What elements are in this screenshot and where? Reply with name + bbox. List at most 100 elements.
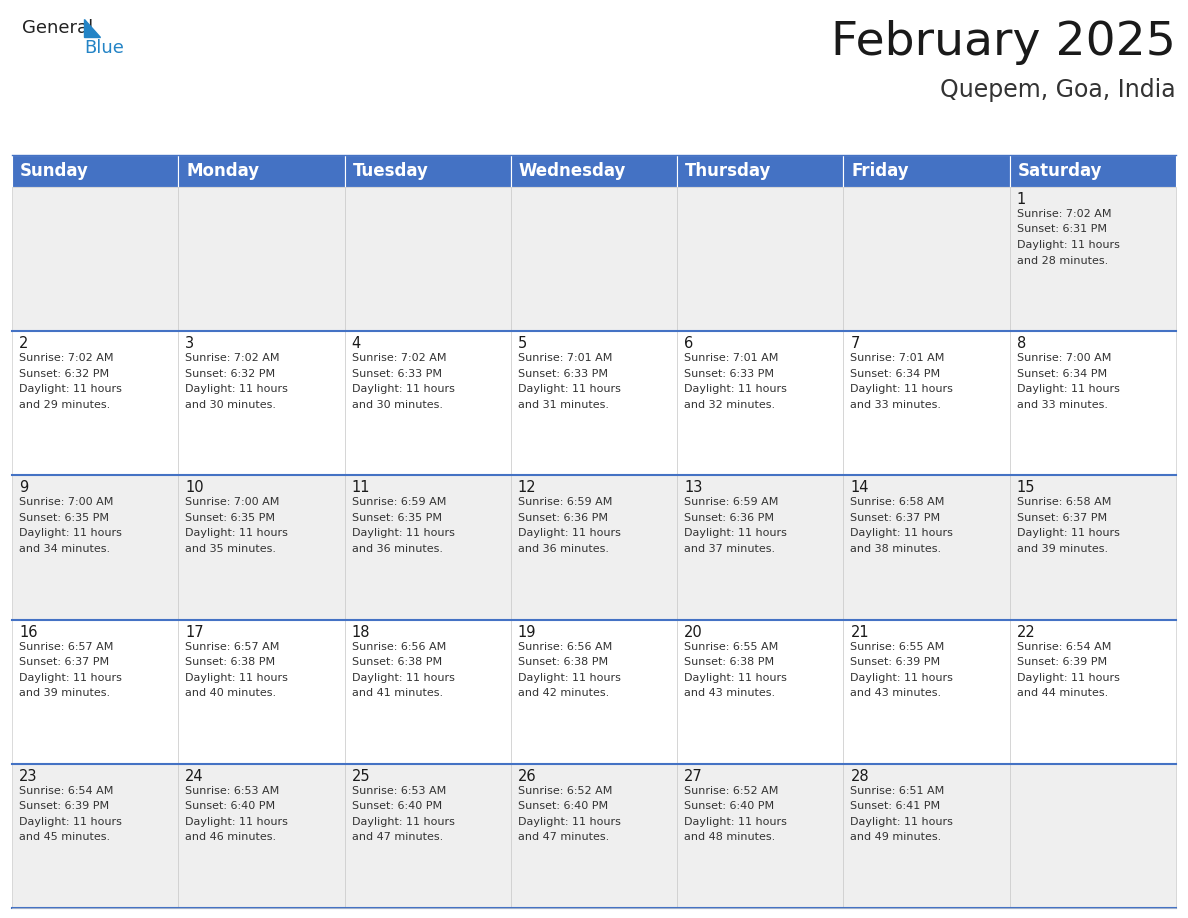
Text: 11: 11 <box>352 480 371 496</box>
Text: Sunset: 6:41 PM: Sunset: 6:41 PM <box>851 801 941 812</box>
Text: Sunset: 6:38 PM: Sunset: 6:38 PM <box>518 657 608 667</box>
Text: Daylight: 11 hours: Daylight: 11 hours <box>352 529 455 538</box>
Text: 21: 21 <box>851 624 870 640</box>
Text: Friday: Friday <box>852 162 909 180</box>
Text: Daylight: 11 hours: Daylight: 11 hours <box>1017 673 1119 683</box>
Text: Monday: Monday <box>187 162 259 180</box>
Text: Wednesday: Wednesday <box>519 162 626 180</box>
Text: 7: 7 <box>851 336 860 352</box>
Text: Daylight: 11 hours: Daylight: 11 hours <box>684 385 786 394</box>
Bar <box>345 331 511 476</box>
Text: Sunset: 6:39 PM: Sunset: 6:39 PM <box>19 801 109 812</box>
Bar <box>12 620 178 764</box>
Text: 17: 17 <box>185 624 204 640</box>
Text: Sunset: 6:34 PM: Sunset: 6:34 PM <box>1017 369 1107 379</box>
Text: Sunset: 6:34 PM: Sunset: 6:34 PM <box>851 369 941 379</box>
Text: 27: 27 <box>684 768 703 784</box>
Text: 16: 16 <box>19 624 38 640</box>
Bar <box>178 476 345 620</box>
Text: and 37 minutes.: and 37 minutes. <box>684 543 776 554</box>
Text: Sunrise: 6:56 AM: Sunrise: 6:56 AM <box>518 642 612 652</box>
Text: Sunset: 6:37 PM: Sunset: 6:37 PM <box>1017 513 1107 523</box>
Text: and 28 minutes.: and 28 minutes. <box>1017 255 1108 265</box>
Text: Daylight: 11 hours: Daylight: 11 hours <box>19 385 122 394</box>
Text: and 48 minutes.: and 48 minutes. <box>684 833 776 843</box>
Text: Sunset: 6:40 PM: Sunset: 6:40 PM <box>352 801 442 812</box>
Text: and 49 minutes.: and 49 minutes. <box>851 833 942 843</box>
Text: Sunrise: 7:00 AM: Sunrise: 7:00 AM <box>1017 353 1111 364</box>
Text: Daylight: 11 hours: Daylight: 11 hours <box>1017 385 1119 394</box>
Text: Sunrise: 7:02 AM: Sunrise: 7:02 AM <box>352 353 446 364</box>
Text: February 2025: February 2025 <box>832 20 1176 65</box>
Text: Blue: Blue <box>84 39 124 57</box>
Text: Sunset: 6:31 PM: Sunset: 6:31 PM <box>1017 225 1107 234</box>
Text: and 36 minutes.: and 36 minutes. <box>352 543 443 554</box>
Bar <box>1010 155 1176 187</box>
Text: Sunset: 6:37 PM: Sunset: 6:37 PM <box>851 513 941 523</box>
Bar <box>677 764 843 908</box>
Text: Daylight: 11 hours: Daylight: 11 hours <box>851 385 953 394</box>
Text: Sunset: 6:38 PM: Sunset: 6:38 PM <box>352 657 442 667</box>
Text: Sunrise: 6:51 AM: Sunrise: 6:51 AM <box>851 786 944 796</box>
Text: Daylight: 11 hours: Daylight: 11 hours <box>851 817 953 827</box>
Text: Sunrise: 6:54 AM: Sunrise: 6:54 AM <box>1017 642 1111 652</box>
Text: and 29 minutes.: and 29 minutes. <box>19 399 110 409</box>
Text: and 41 minutes.: and 41 minutes. <box>352 688 443 698</box>
Text: 3: 3 <box>185 336 195 352</box>
Text: 4: 4 <box>352 336 361 352</box>
Text: Sunrise: 6:55 AM: Sunrise: 6:55 AM <box>851 642 944 652</box>
Text: Sunrise: 6:59 AM: Sunrise: 6:59 AM <box>518 498 612 508</box>
Bar <box>677 187 843 331</box>
Text: Sunset: 6:40 PM: Sunset: 6:40 PM <box>185 801 276 812</box>
Text: 13: 13 <box>684 480 702 496</box>
Text: and 47 minutes.: and 47 minutes. <box>352 833 443 843</box>
Text: and 43 minutes.: and 43 minutes. <box>851 688 942 698</box>
Text: and 36 minutes.: and 36 minutes. <box>518 543 609 554</box>
Text: Sunset: 6:38 PM: Sunset: 6:38 PM <box>185 657 276 667</box>
Bar <box>345 764 511 908</box>
Text: and 45 minutes.: and 45 minutes. <box>19 833 110 843</box>
Text: and 40 minutes.: and 40 minutes. <box>185 688 277 698</box>
Text: Daylight: 11 hours: Daylight: 11 hours <box>1017 529 1119 538</box>
Bar <box>178 620 345 764</box>
Text: 28: 28 <box>851 768 870 784</box>
Text: Sunrise: 6:58 AM: Sunrise: 6:58 AM <box>1017 498 1111 508</box>
Bar <box>511 620 677 764</box>
Bar <box>511 187 677 331</box>
Text: Daylight: 11 hours: Daylight: 11 hours <box>518 529 621 538</box>
Text: Sunset: 6:39 PM: Sunset: 6:39 PM <box>1017 657 1107 667</box>
Bar <box>12 155 178 187</box>
Text: Daylight: 11 hours: Daylight: 11 hours <box>851 673 953 683</box>
Text: Sunrise: 6:53 AM: Sunrise: 6:53 AM <box>185 786 279 796</box>
Text: Sunset: 6:35 PM: Sunset: 6:35 PM <box>185 513 276 523</box>
Text: and 30 minutes.: and 30 minutes. <box>352 399 443 409</box>
Text: Sunset: 6:40 PM: Sunset: 6:40 PM <box>684 801 775 812</box>
Text: Daylight: 11 hours: Daylight: 11 hours <box>185 529 289 538</box>
Text: Sunrise: 6:52 AM: Sunrise: 6:52 AM <box>684 786 778 796</box>
Text: and 42 minutes.: and 42 minutes. <box>518 688 609 698</box>
Text: 23: 23 <box>19 768 38 784</box>
Text: 15: 15 <box>1017 480 1035 496</box>
Text: 22: 22 <box>1017 624 1036 640</box>
Text: Daylight: 11 hours: Daylight: 11 hours <box>352 385 455 394</box>
Text: 14: 14 <box>851 480 868 496</box>
Text: Sunset: 6:33 PM: Sunset: 6:33 PM <box>684 369 775 379</box>
Text: Sunset: 6:36 PM: Sunset: 6:36 PM <box>684 513 775 523</box>
Text: 18: 18 <box>352 624 371 640</box>
Text: Saturday: Saturday <box>1018 162 1102 180</box>
Text: Daylight: 11 hours: Daylight: 11 hours <box>185 673 289 683</box>
Text: General: General <box>23 19 93 37</box>
Bar <box>1010 187 1176 331</box>
Bar <box>511 764 677 908</box>
Text: 20: 20 <box>684 624 703 640</box>
Text: 6: 6 <box>684 336 694 352</box>
Bar <box>677 331 843 476</box>
Text: Sunset: 6:32 PM: Sunset: 6:32 PM <box>185 369 276 379</box>
Text: Daylight: 11 hours: Daylight: 11 hours <box>19 529 122 538</box>
Text: and 43 minutes.: and 43 minutes. <box>684 688 776 698</box>
Text: Sunset: 6:33 PM: Sunset: 6:33 PM <box>352 369 442 379</box>
Bar <box>843 187 1010 331</box>
Text: Sunrise: 6:57 AM: Sunrise: 6:57 AM <box>19 642 113 652</box>
Bar <box>345 155 511 187</box>
Polygon shape <box>84 19 100 37</box>
